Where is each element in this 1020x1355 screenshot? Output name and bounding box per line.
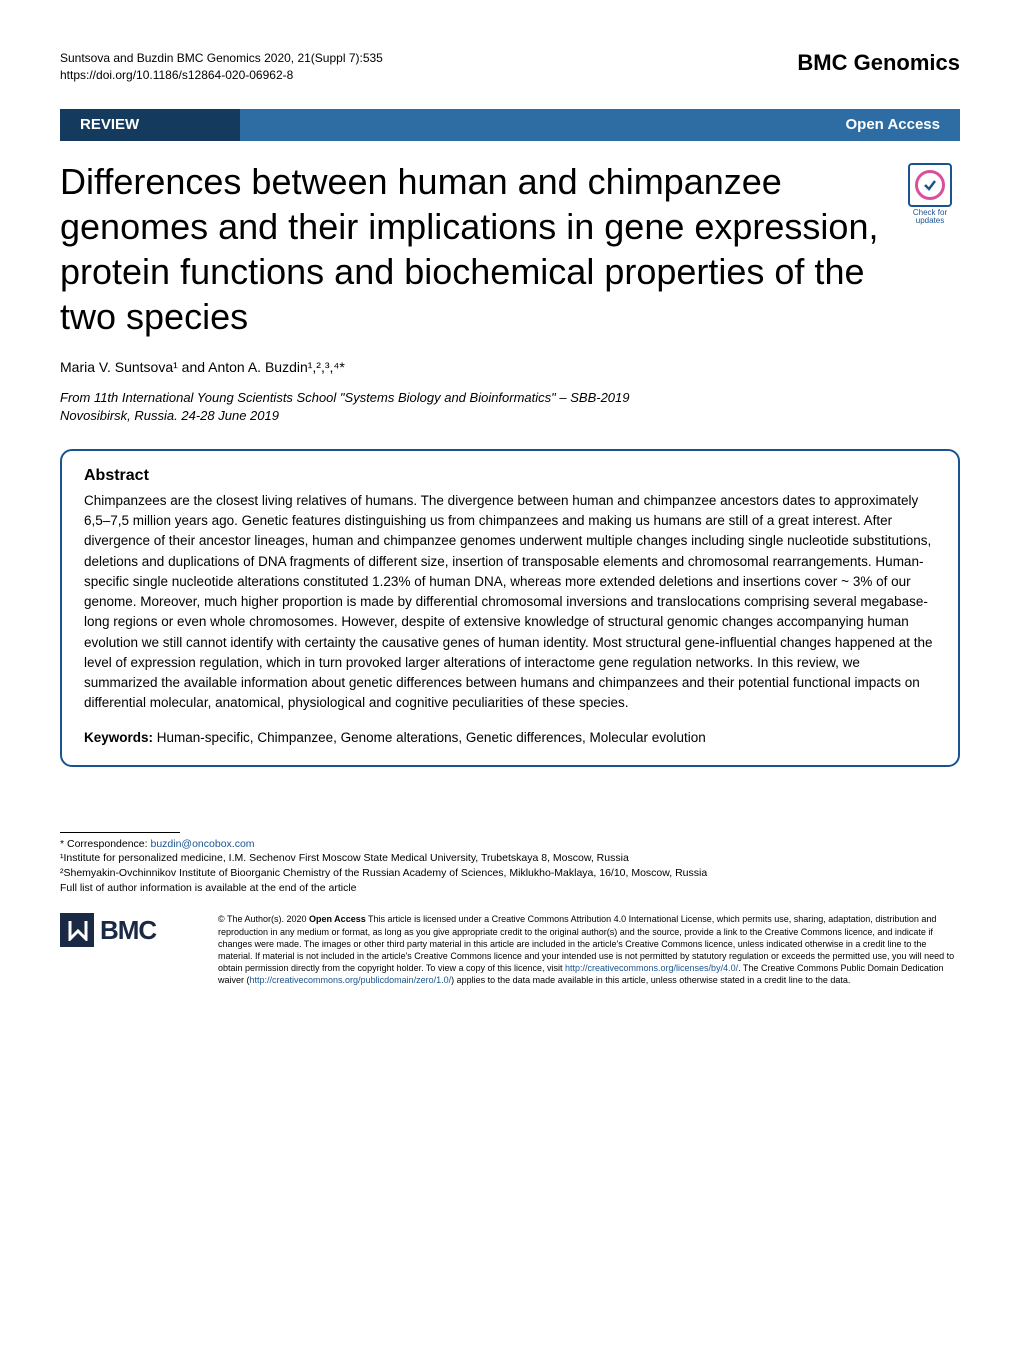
license-link-2[interactable]: http://creativecommons.org/publicdomain/… <box>250 975 452 985</box>
license-pre: © The Author(s). 2020 <box>218 914 309 924</box>
open-access-badge: Open Access <box>240 109 960 141</box>
license-end: ) applies to the data made available in … <box>451 975 850 985</box>
correspondence-block: * Correspondence: buzdin@oncobox.com ¹In… <box>60 837 960 896</box>
journal-name: BMC Genomics <box>797 50 960 76</box>
article-title: Differences between human and chimpanzee… <box>60 159 880 339</box>
affiliation-end-note: Full list of author information is avail… <box>60 881 960 896</box>
doi-line: https://doi.org/10.1186/s12864-020-06962… <box>60 67 383 84</box>
citation: Suntsova and Buzdin BMC Genomics 2020, 2… <box>60 50 383 84</box>
keywords: Keywords: Human-specific, Chimpanzee, Ge… <box>84 730 936 745</box>
bmc-text: BMC <box>100 915 156 946</box>
check-updates-badge[interactable]: Check for updates <box>900 163 960 227</box>
bmc-logo: BMC <box>60 913 200 947</box>
divider <box>60 832 180 833</box>
license-link-1[interactable]: http://creativecommons.org/licenses/by/4… <box>565 963 738 973</box>
page-header: Suntsova and Buzdin BMC Genomics 2020, 2… <box>60 50 960 84</box>
keywords-label: Keywords: <box>84 730 153 745</box>
abstract-box: Abstract Chimpanzees are the closest liv… <box>60 449 960 767</box>
open-access-bold: Open Access <box>309 914 366 924</box>
license-text: © The Author(s). 2020 Open Access This a… <box>218 913 960 986</box>
conference-location: Novosibirsk, Russia. 24-28 June 2019 <box>60 407 960 425</box>
conference-info: From 11th International Young Scientists… <box>60 389 960 425</box>
correspondence-email[interactable]: buzdin@oncobox.com <box>150 838 254 850</box>
correspondence-label: * Correspondence: <box>60 838 150 850</box>
banner: REVIEW Open Access <box>60 109 960 141</box>
article-type-badge: REVIEW <box>60 109 240 141</box>
affiliation-1: ¹Institute for personalized medicine, I.… <box>60 851 960 866</box>
bmc-mark-icon <box>60 913 94 947</box>
conference-name: From 11th International Young Scientists… <box>60 389 960 407</box>
footer: BMC © The Author(s). 2020 Open Access Th… <box>60 913 960 986</box>
abstract-heading: Abstract <box>84 467 936 485</box>
crossmark-icon <box>908 163 952 207</box>
abstract-text: Chimpanzees are the closest living relat… <box>84 491 936 714</box>
keywords-text: Human-specific, Chimpanzee, Genome alter… <box>153 730 706 745</box>
checkmark-ring-icon <box>915 170 945 200</box>
affiliation-2: ²Shemyakin-Ovchinnikov Institute of Bioo… <box>60 866 960 881</box>
citation-line: Suntsova and Buzdin BMC Genomics 2020, 2… <box>60 50 383 67</box>
check-updates-label: Check for updates <box>900 209 960 227</box>
authors: Maria V. Suntsova¹ and Anton A. Buzdin¹,… <box>60 359 960 375</box>
correspondence-line: * Correspondence: buzdin@oncobox.com <box>60 837 960 852</box>
